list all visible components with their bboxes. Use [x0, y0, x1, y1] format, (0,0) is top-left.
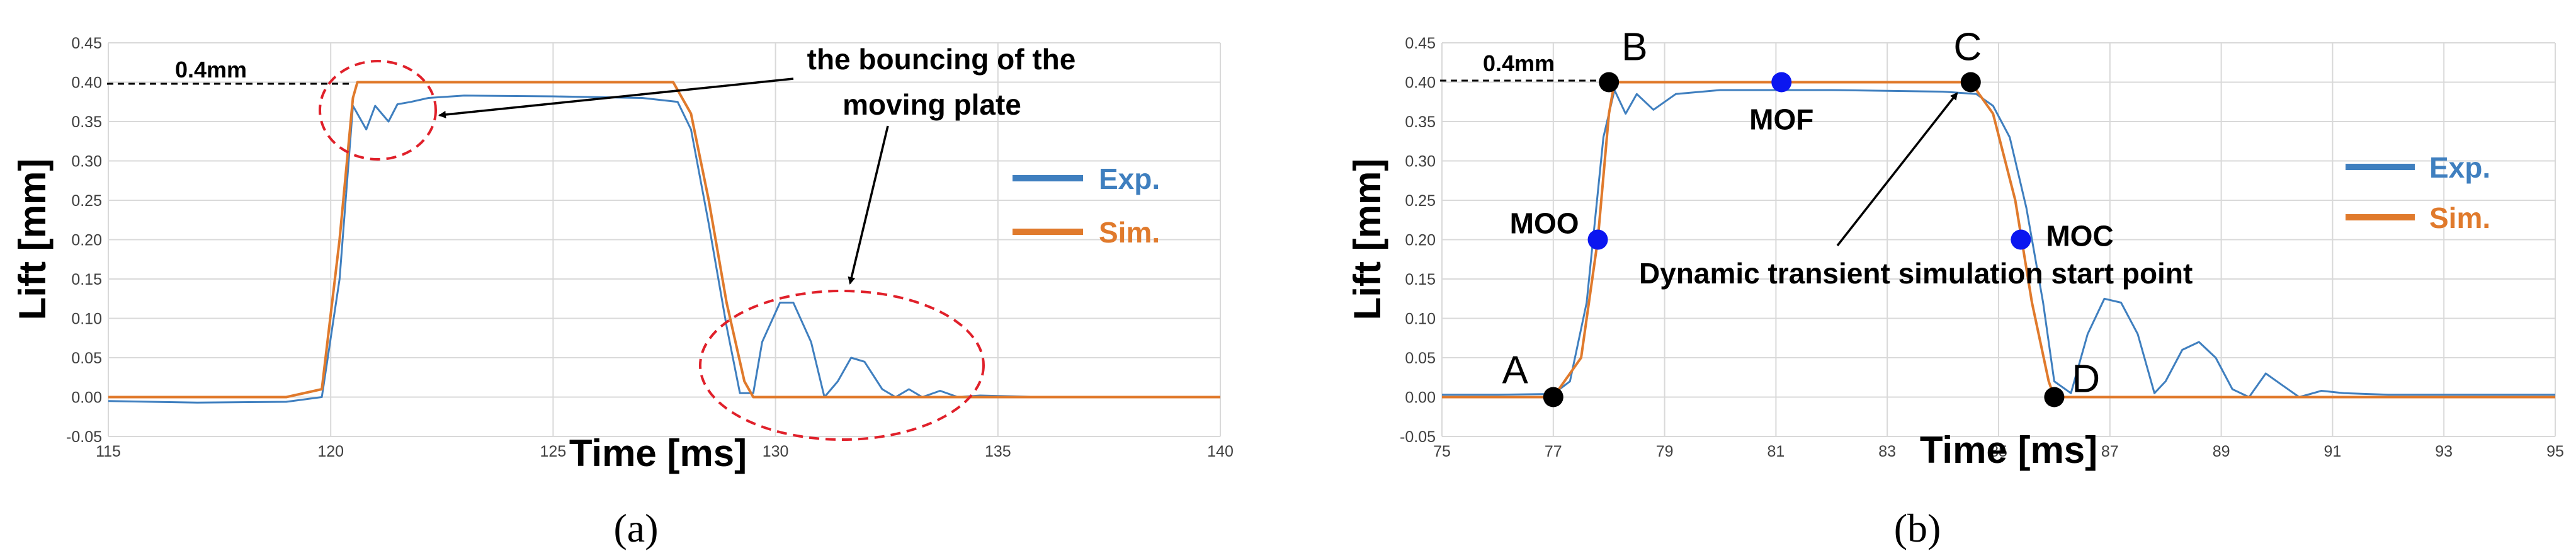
y-tick-label: 0.20	[71, 232, 102, 249]
x-tick-label: 75	[1433, 443, 1451, 460]
series-sim-line	[108, 81, 1220, 399]
legend-label-sim: Sim.	[2429, 202, 2490, 234]
legend-label-sim: Sim.	[1099, 216, 1160, 249]
x-tick-label: 85	[1990, 443, 2007, 460]
y-axis-title: Lift [mm]	[11, 159, 54, 321]
y-tick-label: 0.30	[71, 153, 102, 171]
y-tick-label: -0.05	[66, 428, 102, 446]
chart-panel-a: -0.05 0.00 0.05 0.10 0.15 0.20 0.25 0.30 0.35 0.4…	[11, 35, 1234, 550]
annotation-arrow-2	[848, 125, 889, 285]
x-tick-label: 125	[540, 443, 567, 460]
point-label-d: D	[2072, 358, 2100, 401]
y-tick-label: -0.05	[1400, 428, 1436, 446]
point-marker-c	[1960, 72, 1981, 93]
point-marker-moc	[2011, 229, 2031, 250]
y-tick-label: 0.45	[71, 35, 102, 52]
panel-label: (a)	[613, 506, 658, 550]
y-tick-label: 0.35	[71, 113, 102, 131]
x-tick-labels: 115 120 125 130 135 140	[96, 443, 1234, 460]
x-tick-labels: 75 77 79 81 83 85 87 89 91 93 95	[1433, 443, 2564, 460]
point-label-a: A	[1502, 349, 1528, 392]
y-tick-label: 0.10	[1405, 310, 1436, 328]
x-tick-label: 95	[2546, 443, 2564, 460]
x-axis-title: Time [ms]	[1920, 429, 2097, 471]
series-exp-line	[1442, 89, 2555, 398]
x-axis-title: Time [ms]	[569, 432, 747, 474]
y-tick-label: 0.45	[1405, 35, 1436, 52]
annotation-arrow-start	[1836, 92, 1958, 247]
point-label-b: B	[1621, 26, 1647, 69]
bounce-ellipse-1	[319, 60, 437, 161]
annotation-arrow-1	[438, 77, 794, 118]
y-tick-label: 0.10	[71, 310, 102, 328]
annotation-04mm: 0.4mm	[175, 57, 247, 83]
y-tick-label: 0.40	[71, 74, 102, 92]
x-tick-label: 79	[1656, 443, 1674, 460]
y-tick-label: 0.00	[1405, 389, 1436, 407]
annotation-bouncing-line2: moving plate	[843, 88, 1021, 121]
y-tick-labels: -0.05 0.00 0.05 0.10 0.15 0.20 0.25 0.30 0.35 0.4…	[66, 35, 102, 446]
x-tick-label: 93	[2435, 443, 2453, 460]
key-points: A B C D MOO MOF MOC	[1502, 26, 2114, 407]
x-tick-label: 77	[1545, 443, 1562, 460]
x-tick-label: 81	[1767, 443, 1784, 460]
y-tick-label: 0.40	[1405, 74, 1436, 92]
x-tick-label: 89	[2213, 443, 2230, 460]
y-tick-label: 0.15	[71, 271, 102, 288]
annotation-bouncing-line1: the bouncing of the	[807, 43, 1076, 76]
point-marker-b	[1599, 72, 1620, 93]
legend: Exp. Sim.	[2346, 151, 2490, 234]
legend-label-exp: Exp.	[2429, 151, 2490, 184]
point-label-c: C	[1953, 26, 1982, 69]
legend: Exp. Sim.	[1013, 162, 1160, 249]
point-marker-a	[1543, 387, 1563, 407]
point-label-moo: MOO	[1510, 207, 1579, 240]
y-axis-title: Lift [mm]	[1346, 159, 1388, 321]
y-tick-label: 0.20	[1405, 232, 1436, 249]
series-lines	[108, 81, 1220, 404]
panel-label: (b)	[1894, 506, 1941, 550]
x-tick-label: 87	[2101, 443, 2119, 460]
point-label-mof: MOF	[1749, 103, 1813, 136]
annotation-04mm: 0.4mm	[1483, 50, 1555, 76]
x-tick-label: 135	[985, 443, 1011, 460]
grid-lines	[1441, 42, 2556, 437]
x-tick-label: 140	[1207, 443, 1234, 460]
point-marker-moo	[1587, 229, 1608, 250]
y-tick-label: 0.35	[1405, 113, 1436, 131]
y-tick-label: 0.25	[1405, 192, 1436, 210]
x-tick-label: 91	[2324, 443, 2341, 460]
x-tick-label: 115	[96, 443, 121, 460]
y-tick-label: 0.15	[1405, 271, 1436, 288]
x-tick-label: 130	[763, 443, 789, 460]
legend-label-exp: Exp.	[1099, 162, 1160, 195]
y-tick-label: 0.05	[71, 350, 102, 367]
y-tick-label: 0.00	[71, 389, 102, 407]
y-tick-label: 0.25	[71, 192, 102, 210]
bounce-ellipse-2	[699, 290, 985, 441]
point-label-moc: MOC	[2046, 220, 2113, 253]
point-marker-mof	[1771, 72, 1792, 93]
series-exp-line	[108, 94, 1220, 404]
annotation-start-point: Dynamic transient simulation start point	[1639, 257, 2193, 290]
point-marker-d	[2044, 387, 2065, 407]
x-tick-label: 83	[1878, 443, 1896, 460]
chart-panel-b: -0.05 0.00 0.05 0.10 0.15 0.20 0.25 0.30 0.35 0.4…	[1346, 26, 2564, 551]
x-tick-label: 120	[317, 443, 344, 460]
y-tick-label: 0.05	[1405, 350, 1436, 367]
y-tick-label: 0.30	[1405, 153, 1436, 171]
y-tick-labels: -0.05 0.00 0.05 0.10 0.15 0.20 0.25 0.30 0.35 0.4…	[1400, 35, 1436, 446]
grid-lines	[108, 42, 1221, 437]
